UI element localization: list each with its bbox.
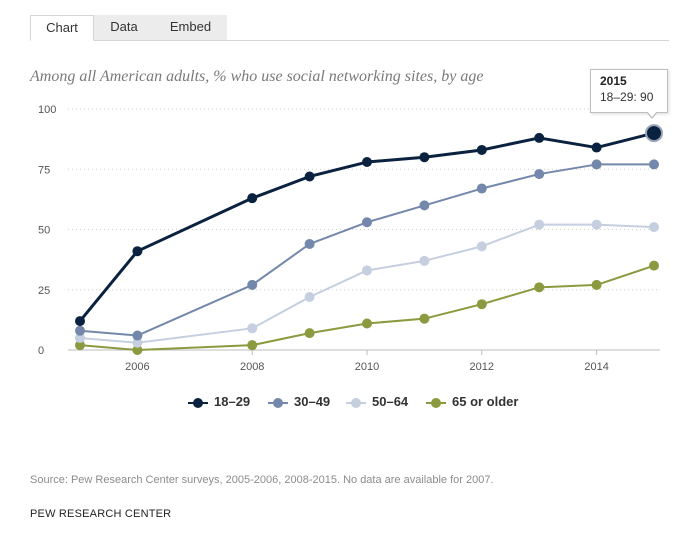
- x-tick-label: 2014: [584, 361, 608, 373]
- data-point-18-29: [534, 132, 545, 143]
- data-point-65-or-older: [591, 279, 602, 290]
- tab-embed[interactable]: Embed: [154, 15, 227, 40]
- x-tick-label: 2006: [125, 361, 149, 373]
- x-tick-label: 2012: [470, 361, 494, 373]
- tooltip-year: 2015: [600, 74, 627, 88]
- legend-swatch-icon: [268, 397, 288, 409]
- legend-swatch-icon: [346, 397, 366, 409]
- data-point-18-29: [419, 152, 430, 163]
- data-point-18-29: [75, 316, 85, 327]
- data-point-30-49: [304, 238, 315, 249]
- series-line-30-49: [79, 163, 654, 337]
- data-point-65-or-older: [304, 328, 315, 339]
- legend-item[interactable]: 50–64: [346, 393, 408, 411]
- data-point-30-49: [419, 200, 430, 211]
- tab-bar: Chart Data Embed: [30, 15, 669, 41]
- data-point-18-29: [304, 171, 315, 182]
- data-point-30-49: [591, 159, 602, 170]
- data-point-30-49: [132, 330, 143, 341]
- legend-swatch-icon: [426, 397, 446, 409]
- x-tick-label: 2008: [240, 361, 264, 373]
- series-line-50-64: [79, 223, 655, 344]
- legend-label: 30–49: [294, 394, 331, 409]
- data-point-65-or-older: [132, 345, 143, 355]
- data-point-50-64: [132, 337, 143, 348]
- data-point-30-49: [247, 279, 258, 290]
- data-point-65-or-older: [75, 340, 85, 351]
- y-tick-label: 50: [38, 225, 50, 237]
- data-point-50-64: [419, 255, 430, 266]
- series-line-65-or-older: [79, 264, 655, 351]
- data-point-50-64: [247, 323, 258, 334]
- tab-chart[interactable]: Chart: [30, 15, 94, 41]
- chart-legend: 18–29 30–49 50–64 65 or older: [0, 393, 698, 411]
- data-point-50-64: [362, 265, 372, 276]
- tooltip-series-label: 18–29: [600, 90, 634, 104]
- y-tick-label: 75: [38, 164, 50, 176]
- data-point-65-or-older: [419, 313, 430, 324]
- y-tick-label: 0: [38, 345, 44, 357]
- data-point-18-29: [132, 246, 143, 257]
- data-point-65-or-older: [362, 318, 372, 329]
- legend-item[interactable]: 18–29: [188, 393, 250, 411]
- tooltip-value: 90: [640, 90, 654, 104]
- tab-data[interactable]: Data: [94, 15, 154, 40]
- legend-label: 18–29: [214, 394, 251, 409]
- data-point-30-49: [362, 217, 372, 228]
- data-point-30-49: [649, 159, 659, 170]
- legend-item[interactable]: 30–49: [268, 393, 330, 411]
- y-tick-label: 25: [38, 285, 50, 297]
- chart-tooltip: 2015 18–29: 90: [590, 69, 668, 113]
- data-point-50-64: [304, 291, 315, 302]
- data-point-65-or-older: [247, 340, 258, 351]
- data-point-50-64: [75, 332, 85, 343]
- data-point-50-64: [649, 222, 659, 233]
- data-point-18-29: [476, 144, 487, 155]
- data-point-30-49: [75, 325, 85, 336]
- y-tick-label: 100: [38, 104, 56, 116]
- legend-item[interactable]: 65 or older: [426, 393, 518, 411]
- data-point-18-29: [362, 157, 372, 168]
- legend-label: 65 or older: [452, 394, 519, 409]
- line-chart: 0 25 50 75 100 2006 2008 2010 2012 2014: [38, 104, 663, 373]
- source-note: Source: Pew Research Center surveys, 200…: [30, 474, 494, 486]
- series-line-18-29: [78, 131, 655, 323]
- data-point-50-64: [476, 241, 487, 252]
- highlighted-point: [645, 124, 663, 143]
- legend-label: 50–64: [372, 394, 409, 409]
- data-point-50-64: [591, 219, 602, 230]
- tooltip-caret-inner: [647, 111, 657, 117]
- data-point-65-or-older: [534, 282, 545, 293]
- data-point-18-29: [591, 142, 602, 153]
- legend-swatch-icon: [188, 397, 208, 409]
- x-tick-label: 2010: [355, 361, 379, 373]
- data-point-30-49: [534, 169, 545, 180]
- organization-credit: PEW RESEARCH CENTER: [30, 508, 172, 520]
- data-point-18-29: [247, 193, 258, 204]
- data-point-50-64: [534, 219, 545, 230]
- tooltip-value-line: 18–29: 90: [600, 90, 654, 104]
- data-point-65-or-older: [649, 260, 659, 271]
- chart-subtitle: Among all American adults, % who use soc…: [30, 68, 484, 85]
- data-point-30-49: [476, 183, 487, 194]
- data-point-65-or-older: [476, 299, 487, 310]
